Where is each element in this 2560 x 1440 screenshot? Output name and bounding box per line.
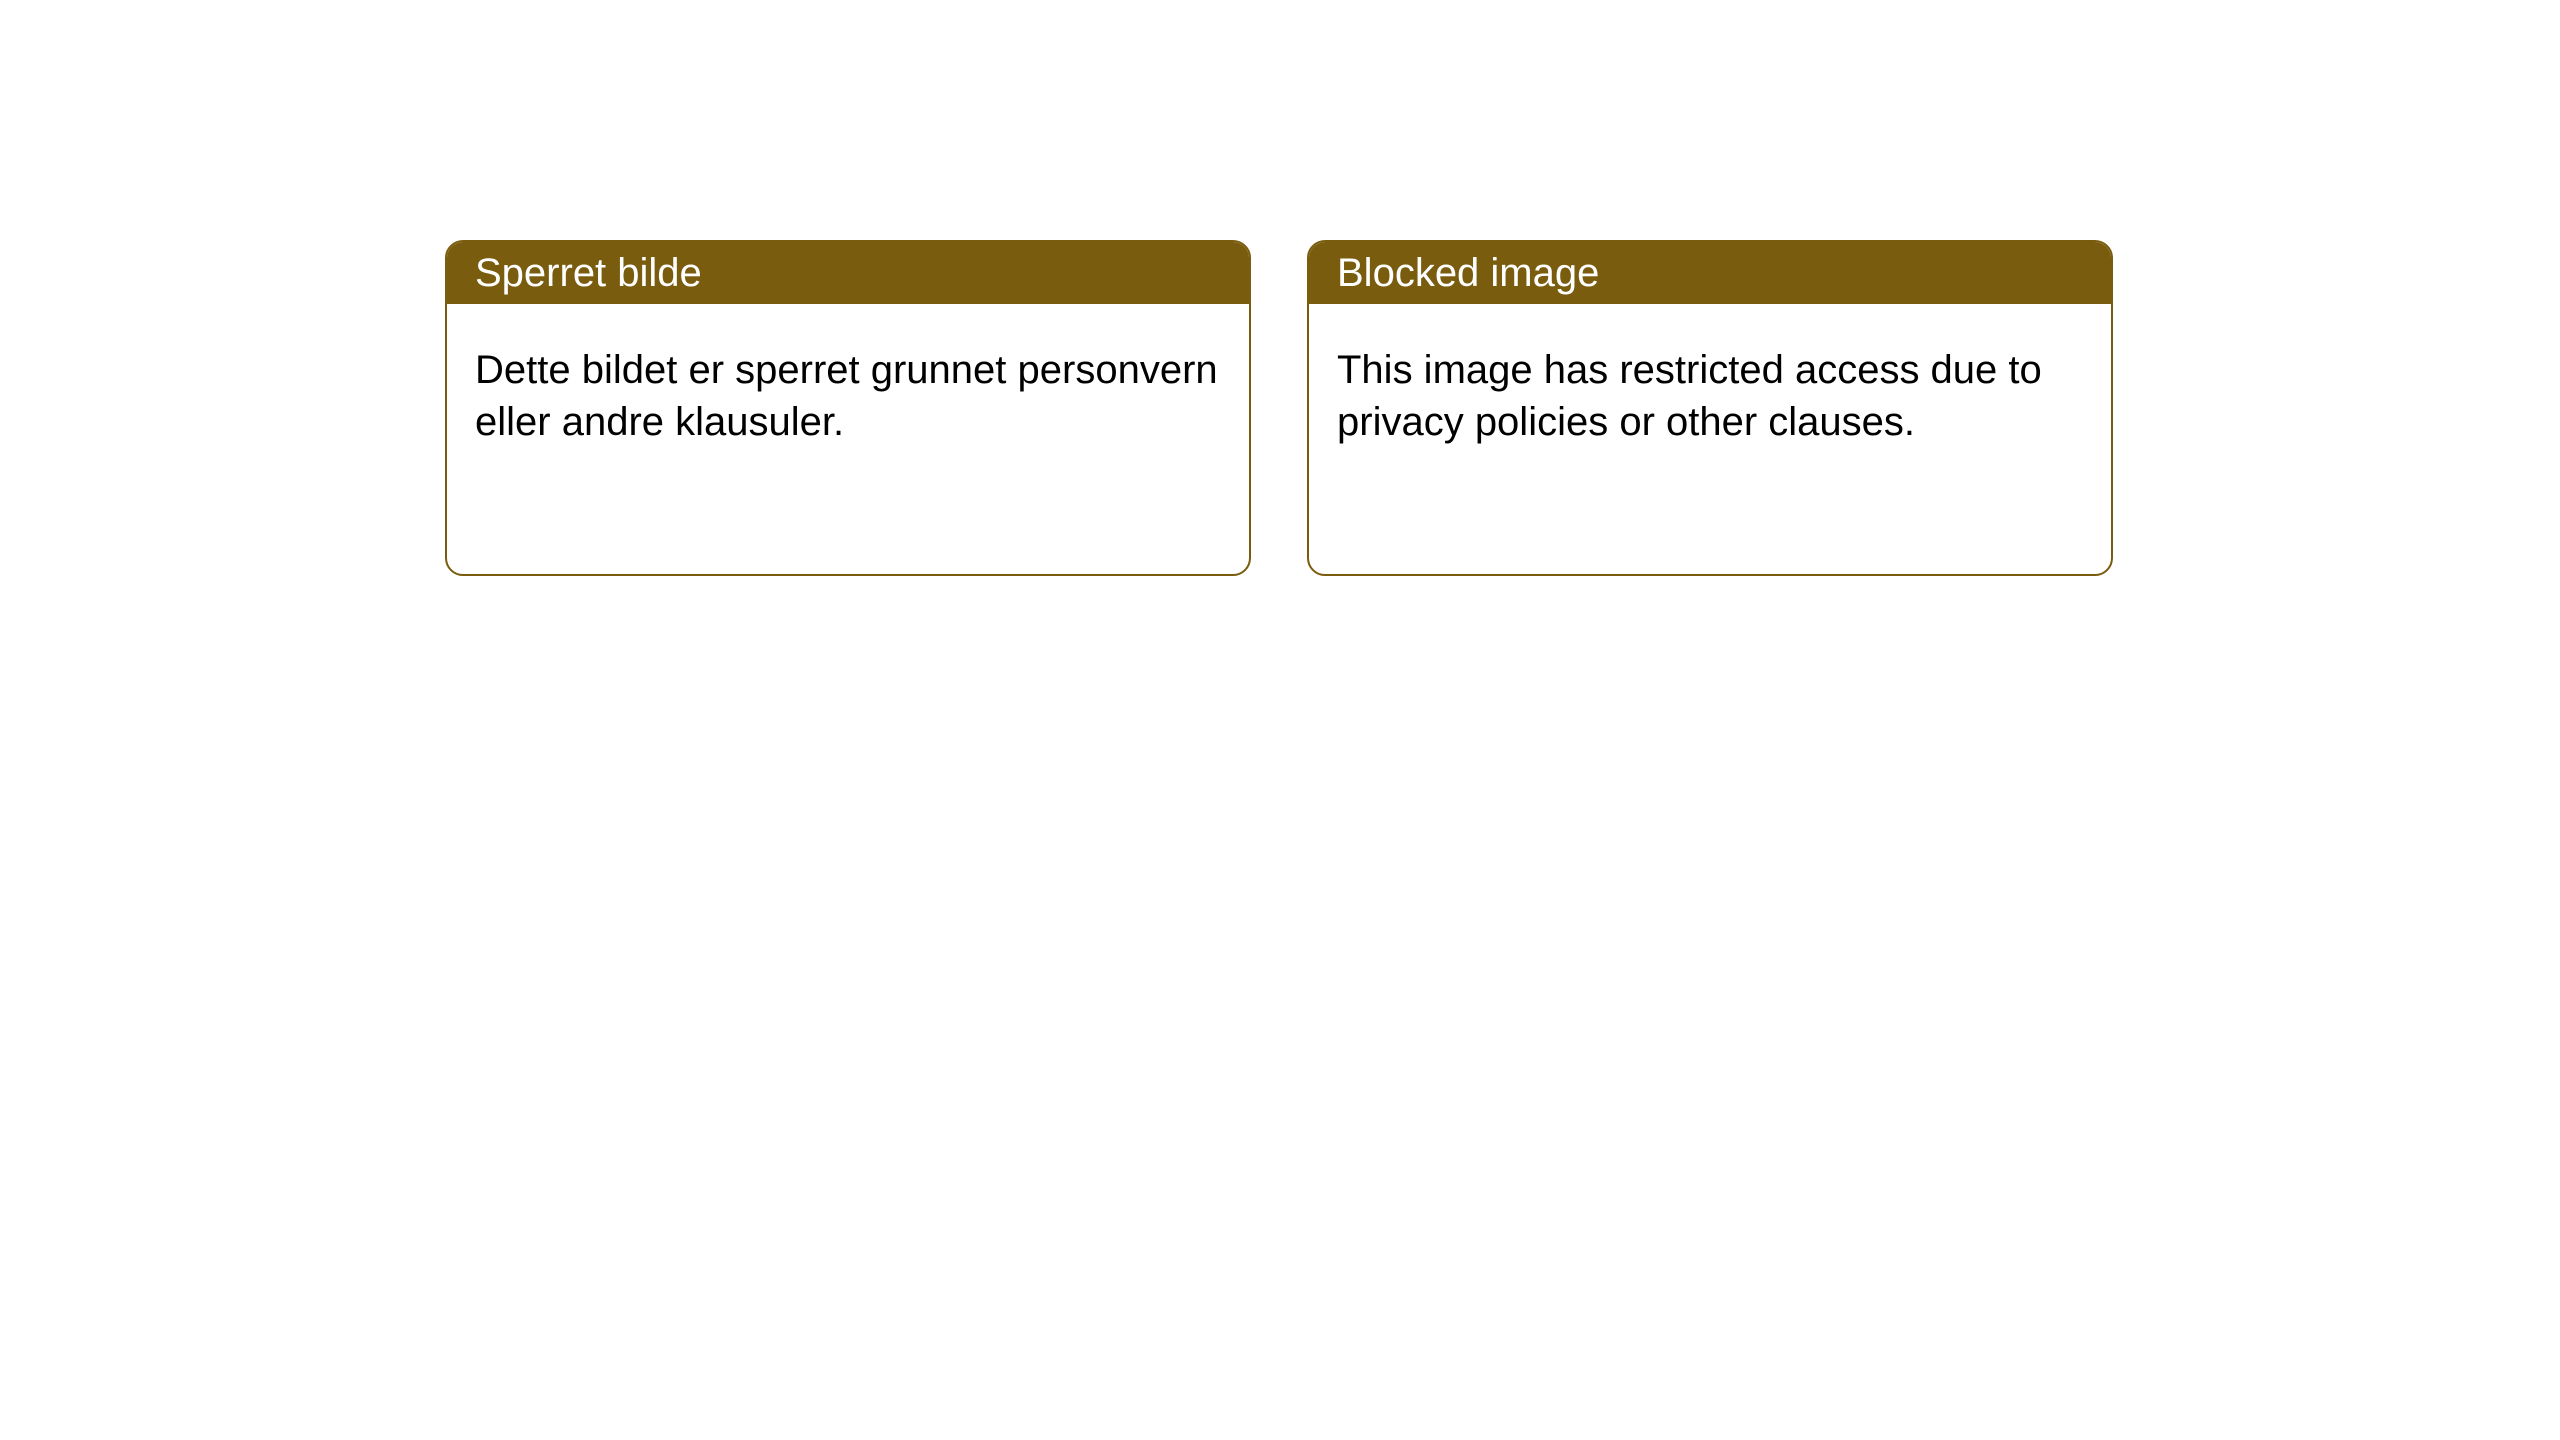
- notice-header-english: Blocked image: [1309, 242, 2111, 304]
- notice-container: Sperret bilde Dette bildet er sperret gr…: [445, 240, 2113, 576]
- notice-body-english: This image has restricted access due to …: [1309, 304, 2111, 488]
- notice-title-norwegian: Sperret bilde: [475, 251, 702, 296]
- notice-header-norwegian: Sperret bilde: [447, 242, 1249, 304]
- notice-title-english: Blocked image: [1337, 251, 1599, 296]
- notice-body-norwegian: Dette bildet er sperret grunnet personve…: [447, 304, 1249, 488]
- notice-box-english: Blocked image This image has restricted …: [1307, 240, 2113, 576]
- notice-text-english: This image has restricted access due to …: [1337, 348, 2042, 444]
- notice-text-norwegian: Dette bildet er sperret grunnet personve…: [475, 348, 1218, 444]
- notice-box-norwegian: Sperret bilde Dette bildet er sperret gr…: [445, 240, 1251, 576]
